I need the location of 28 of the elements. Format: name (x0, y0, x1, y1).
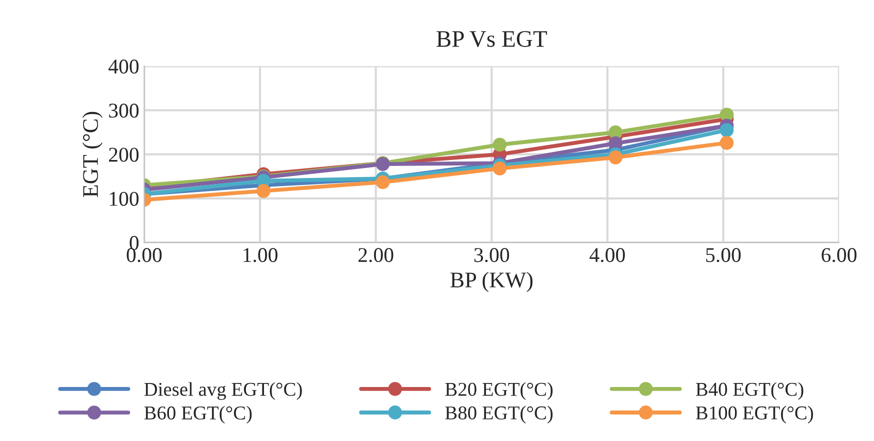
point (376, 175, 390, 190)
x-axis-title: BP (KW) (450, 272, 533, 292)
legend-label: B60 EGT(°C) (144, 406, 252, 424)
y-tick-label: 0 (130, 236, 139, 250)
legend-label: B100 EGT(°C) (696, 406, 814, 424)
point (608, 150, 622, 164)
y-tick-label: 100 (110, 192, 139, 206)
legend-label: Diesel avg EGT(°C) (144, 382, 302, 400)
legend-label: B40 EGT(°C) (696, 382, 804, 400)
y-tick-label: 200 (109, 148, 139, 162)
point (720, 123, 734, 138)
x-tick-label: 2.00 (358, 248, 394, 262)
x-tick-label: 5.00 (706, 248, 741, 262)
x-tick-label: 6.00 (822, 248, 856, 262)
point (256, 184, 270, 198)
point (492, 162, 507, 176)
y-axis-title: EGT (°C) (82, 112, 103, 198)
chart-title: BP Vs EGT (436, 31, 547, 48)
point (492, 138, 507, 152)
x-tick-label: 4.00 (590, 248, 625, 262)
legend-label: B20 EGT(°C) (445, 382, 553, 400)
x-tick-label: 1.00 (244, 248, 278, 262)
y-tick-label: 400 (108, 60, 139, 74)
x-tick-label: 0.00 (126, 248, 162, 262)
point (720, 136, 734, 150)
y-tick-label: 300 (109, 104, 139, 118)
x-tick-label: 3.00 (474, 248, 510, 262)
legend-label: B80 EGT(°C) (445, 406, 553, 424)
